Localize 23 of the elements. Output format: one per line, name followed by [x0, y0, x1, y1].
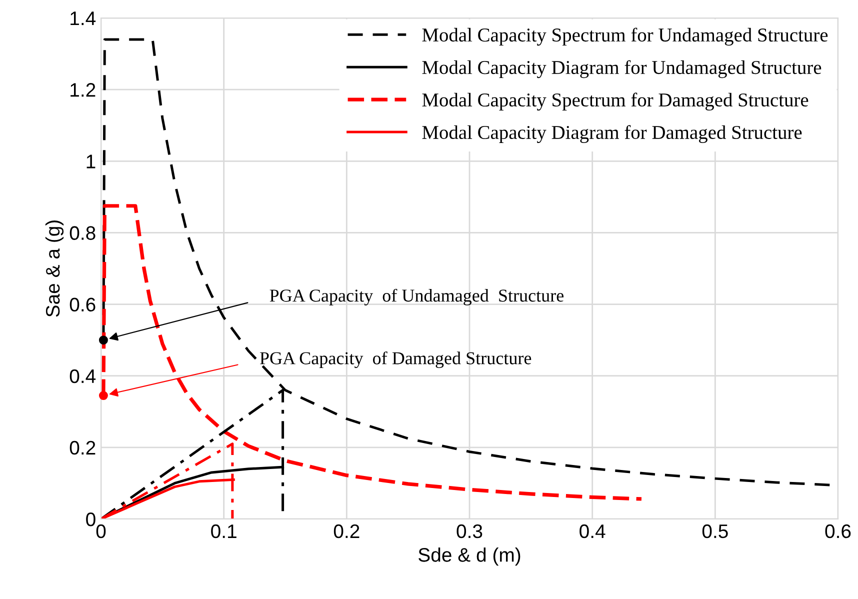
x-axis-title: Sde & d (m)	[418, 548, 520, 566]
x-tick-label: 0.1	[211, 524, 236, 538]
y-tick-label: 0.4	[70, 369, 96, 384]
legend-label: Modal Capacity Spectrum for Undamaged Structure	[422, 28, 828, 46]
x-tick-label: 0.6	[825, 524, 851, 538]
y-tick-label: 0.6	[70, 298, 96, 312]
legend-label: Modal Capacity Diagram for Damaged Structure	[422, 125, 802, 144]
x-tick-label: 0.4	[580, 524, 606, 538]
y-tick-label: 0	[86, 512, 96, 526]
y-tick-label: 0.8	[70, 226, 96, 240]
x-tick-label: 0.3	[456, 524, 482, 538]
y-tick-label: 0.2	[70, 440, 96, 455]
annotation: PGA Capacity of Undamaged Structure	[270, 288, 564, 306]
y-tick-label: 1	[86, 154, 96, 168]
x-tick-label: 0	[96, 524, 106, 538]
legend-label: Modal Capacity Diagram for Undamaged Structure	[422, 60, 822, 78]
annotation: PGA Capacity of Damaged Structure	[260, 351, 532, 368]
y-tick-label: 1.4	[70, 12, 96, 26]
y-axis-title: Sae & a (g)	[45, 220, 64, 317]
x-tick-label: 0.2	[334, 524, 360, 538]
y-tick-label: 1.2	[70, 83, 96, 97]
legend-label: Modal Capacity Spectrum for Damaged Structure	[422, 92, 808, 111]
x-tick-label: 0.5	[702, 524, 728, 538]
